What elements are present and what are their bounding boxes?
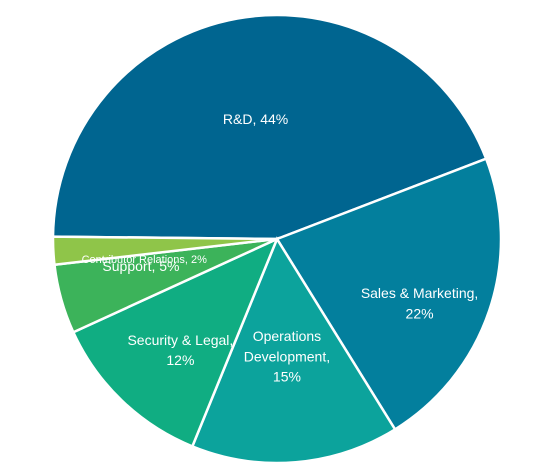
slice-label-support: Support, 5% [102, 258, 179, 274]
slice-label-sales-marketing: Sales & Marketing, 22% [361, 285, 479, 321]
slice-label-line: Operations [253, 328, 321, 344]
slice-label-line: 15% [273, 368, 301, 384]
slice-label-line: R&D, 44% [223, 111, 288, 127]
pie-slice-r-d [51, 13, 488, 241]
pie-labels: R&D, 44% Sales & Marketing, 22% Operations D… [82, 111, 479, 385]
slice-label-line: Sales & Marketing, [361, 285, 479, 301]
pie-slice-sales-marketing [275, 157, 503, 432]
slice-label-line: 22% [406, 305, 434, 321]
slice-label-line: Contributor Relations, 2% [82, 254, 208, 266]
pie-slice-contributor-relations [51, 235, 278, 267]
slice-label-line: Support, 5% [102, 258, 179, 274]
slice-label-contributor-relations: Contributor Relations, 2% [82, 254, 208, 266]
slice-label-security-legal: Security & Legal, 12% [127, 331, 233, 367]
slice-label-r-d: R&D, 44% [223, 111, 288, 127]
pie-slice-security-legal [71, 236, 280, 449]
pie-slices [51, 13, 503, 465]
slice-label-line: Development, [244, 348, 330, 364]
slice-label-line: 12% [166, 352, 194, 368]
slice-label-line: Security & Legal, [127, 331, 233, 347]
slice-label-operations-development: Operations Development, 15% [244, 328, 330, 385]
pie-slice-operations-development [190, 236, 397, 465]
